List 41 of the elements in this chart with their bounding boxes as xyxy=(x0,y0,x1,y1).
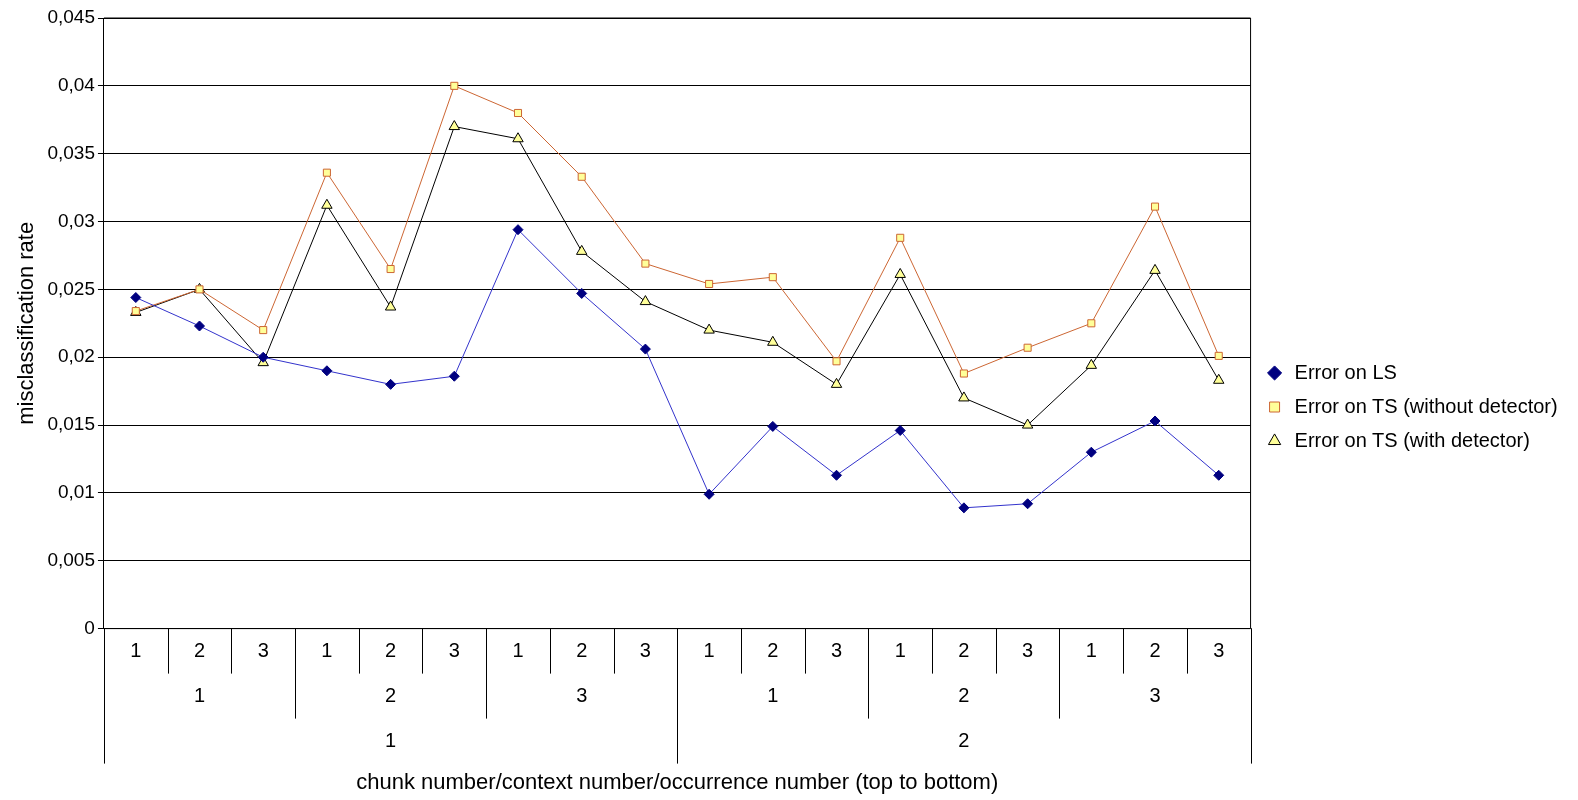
legend-label: Error on TS (without detector) xyxy=(1294,394,1558,417)
legend-label: Error on LS xyxy=(1294,360,1397,383)
y-tick-label: 0,01 xyxy=(57,481,95,503)
x-tick-label: 3 xyxy=(257,638,269,661)
y-tick-label: 0,03 xyxy=(57,209,95,231)
x-tick-label: 1 xyxy=(894,638,906,661)
x-tick-label: 1 xyxy=(1085,638,1097,661)
x-tick-label: 2 xyxy=(1149,638,1161,661)
x-tick-label: 2 xyxy=(767,638,779,661)
x-tick-label: 1 xyxy=(321,638,333,661)
x-axis-title: chunk number/context number/occurrence number (top to bottom) xyxy=(356,768,999,794)
y-tick-label: 0,025 xyxy=(47,277,95,299)
y-tick-label: 0,045 xyxy=(47,6,95,28)
x-tick-label: 2 xyxy=(576,638,588,661)
y-tick-label: 0,02 xyxy=(57,345,95,367)
y-tick-label: 0,04 xyxy=(57,74,96,96)
text: 1 xyxy=(385,728,397,751)
text: 2 xyxy=(958,683,970,706)
text: 1 xyxy=(193,683,206,706)
x-tick-label: 3 xyxy=(830,638,843,661)
y-tick-label: 0,035 xyxy=(47,141,95,163)
y-tick-label: 0 xyxy=(84,616,95,638)
x-tick-label: 2 xyxy=(385,638,397,661)
x-tick-label: 2 xyxy=(193,638,206,661)
x-tick-label: 2 xyxy=(958,638,970,661)
legend-label: Error on TS (with detector) xyxy=(1294,428,1530,451)
x-tick-label: 3 xyxy=(1022,638,1034,661)
x-tick-label: 1 xyxy=(130,638,142,661)
x-tick-label: 3 xyxy=(639,638,651,661)
x-tick-label: 1 xyxy=(512,638,524,661)
y-axis-title: misclassification rate xyxy=(13,221,39,425)
x-tick-label: 1 xyxy=(703,638,715,661)
text: 3 xyxy=(576,683,588,706)
text: 3 xyxy=(1149,683,1161,706)
x-tick-label: 3 xyxy=(1213,638,1225,661)
y-tick-label: 0,005 xyxy=(47,548,95,570)
text: 1 xyxy=(767,683,779,706)
x-tick-label: 3 xyxy=(448,638,460,661)
text: 2 xyxy=(958,728,970,751)
y-tick-label: 0,015 xyxy=(47,413,95,435)
text: 2 xyxy=(385,683,397,706)
